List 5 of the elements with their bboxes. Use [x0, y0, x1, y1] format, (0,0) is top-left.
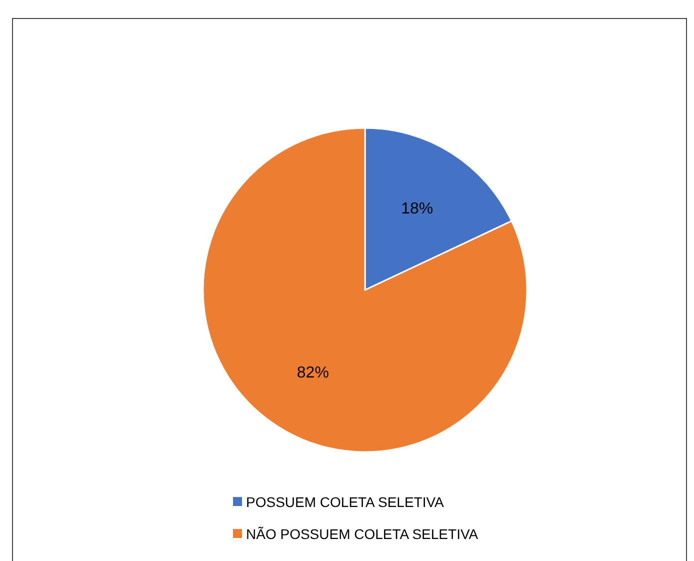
pie-slice	[202, 127, 528, 453]
legend-label: POSSUEM COLETA SELETIVA	[246, 494, 445, 510]
legend-label: NÃO POSSUEM COLETA SELETIVA	[246, 526, 479, 542]
data-label: 82%	[296, 364, 329, 382]
data-label: 18%	[401, 200, 434, 218]
